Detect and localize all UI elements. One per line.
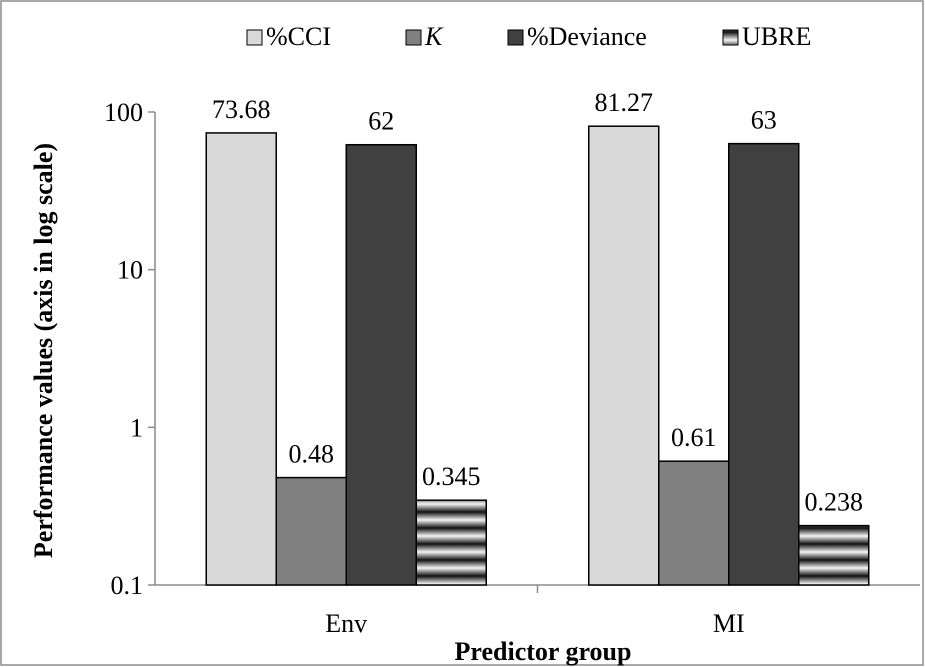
- bar-env-pct-deviance: [345, 143, 417, 586]
- legend-swatch: [405, 29, 422, 46]
- bar-mi-pct-deviance: [728, 142, 800, 586]
- legend-swatch: [722, 29, 739, 46]
- data-label: 0.61: [671, 423, 717, 452]
- bar-env-k: [275, 476, 347, 586]
- bar-env-ubre: [415, 499, 487, 586]
- legend-swatch: [246, 29, 263, 46]
- bar-mi-pct-cci: [588, 125, 660, 586]
- x-category-label: Env: [325, 609, 367, 638]
- data-label: 63: [751, 106, 777, 135]
- legend: %CCI K %Deviance UBRE: [246, 22, 811, 51]
- data-label: 0.48: [289, 440, 335, 469]
- bar-env-pct-cci: [205, 132, 277, 586]
- y-tick-label: 100: [104, 98, 143, 127]
- data-label: 81.27: [595, 88, 654, 117]
- data-label: 73.68: [212, 95, 271, 124]
- y-tick-label: 1: [130, 413, 143, 442]
- bar-mi-k: [658, 460, 730, 586]
- legend-label: UBRE: [742, 22, 811, 51]
- legend-label: K: [424, 22, 444, 51]
- data-label: 0.345: [422, 462, 481, 491]
- legend-label: %CCI: [266, 22, 331, 51]
- x-category-label: MI: [713, 609, 745, 638]
- y-tick-label: 0.1: [111, 571, 144, 600]
- data-label: 0.238: [805, 488, 864, 517]
- plot-area: 0.1 1 10 100 73.68 0.48 62 0.345 Env 81.27 0.61 63 0…: [104, 88, 920, 638]
- legend-swatch: [507, 29, 524, 46]
- y-axis-title: Performance values (axis in log scale): [29, 143, 58, 558]
- y-tick-label: 10: [117, 256, 143, 285]
- bar-mi-ubre: [798, 524, 870, 586]
- data-label: 62: [368, 107, 394, 136]
- x-axis-title: Predictor group: [455, 637, 632, 666]
- legend-label: %Deviance: [527, 22, 647, 51]
